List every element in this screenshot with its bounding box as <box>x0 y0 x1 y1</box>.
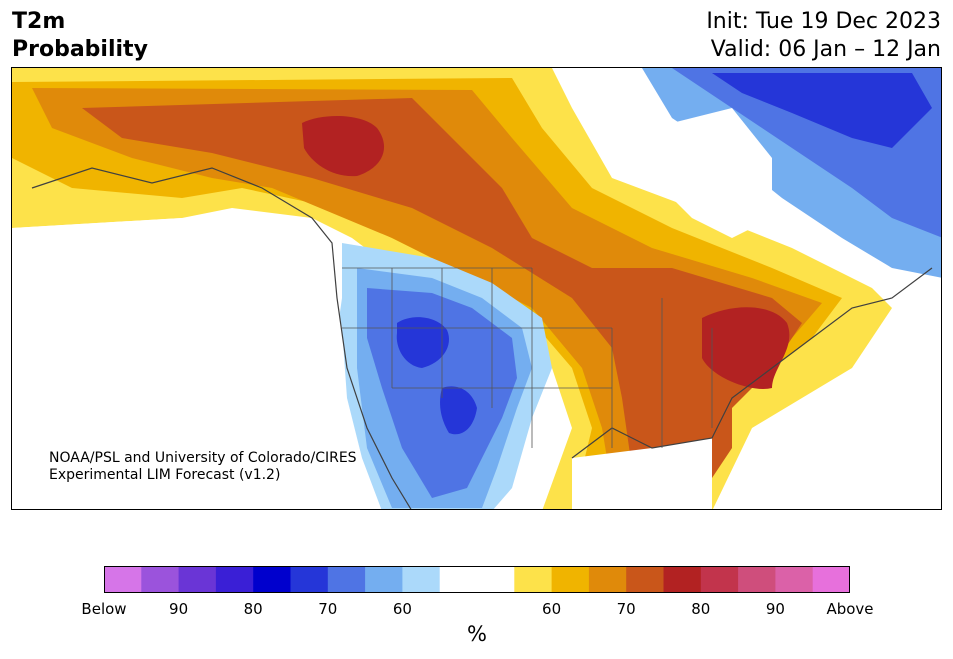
colorbar-swatches <box>104 566 851 593</box>
init-date: Init: Tue 19 Dec 2023 <box>706 9 941 34</box>
forecast-dates: Init: Tue 19 Dec 2023 Valid: 06 Jan – 12… <box>706 8 941 64</box>
colorbar-swatch <box>178 566 217 593</box>
colorbar-swatch <box>402 566 441 593</box>
colorbar-swatch <box>551 566 590 593</box>
colorbar-tick-label: 90 <box>765 600 785 618</box>
valid-date: Valid: 06 Jan – 12 Jan <box>710 37 941 62</box>
colorbar-tick-label: 80 <box>691 600 711 618</box>
colorbar-tick-label: Below <box>81 600 127 618</box>
colorbar-swatch <box>588 566 627 593</box>
credit-line-2: Experimental LIM Forecast (v1.2) <box>49 467 281 483</box>
credit-text: NOAA/PSL and University of Colorado/CIRE… <box>49 450 357 484</box>
colorbar-swatch <box>477 566 515 593</box>
colorbar-swatch <box>290 566 329 593</box>
state-borders <box>342 267 713 448</box>
pacific-ocean <box>12 218 382 509</box>
hudson-bay <box>652 108 772 238</box>
below-northeast-core <box>712 73 932 148</box>
colorbar-swatch <box>439 566 478 593</box>
colorbar-tick-label: 70 <box>616 600 636 618</box>
colorbar-tick-label: 60 <box>392 600 412 618</box>
colorbar-swatch <box>514 566 553 593</box>
colorbar-tick-label: 90 <box>169 600 189 618</box>
title-line-2: Probability <box>12 37 148 62</box>
above-darkorange-band <box>82 98 802 498</box>
coastline <box>31 167 933 509</box>
probability-map <box>12 68 941 509</box>
colorbar-swatch <box>812 566 851 593</box>
colorbar-swatch <box>738 566 776 593</box>
title-line-1: T2m <box>12 9 66 34</box>
above-red-core-east <box>702 307 790 389</box>
colorbar-tick-label: 80 <box>243 600 263 618</box>
colorbar-unit: % <box>467 622 487 646</box>
colorbar-swatch <box>327 566 366 593</box>
below-darkblue-core-1 <box>396 317 450 368</box>
colorbar-swatch <box>215 566 254 593</box>
colorbar-swatch <box>700 566 739 593</box>
colorbar-swatch <box>626 566 664 593</box>
colorbar-swatch <box>663 566 702 593</box>
above-red-core-west <box>302 116 385 177</box>
map-title: T2m Probability <box>12 8 148 64</box>
colorbar <box>104 566 851 593</box>
colorbar-tick-label: 70 <box>318 600 338 618</box>
colorbar-swatch <box>141 566 180 593</box>
colorbar-swatch <box>775 566 814 593</box>
colorbar-border <box>104 566 850 593</box>
colorbar-swatch <box>365 566 403 593</box>
map-panel: NOAA/PSL and University of Colorado/CIRE… <box>11 67 942 510</box>
colorbar-tick-label: Above <box>826 600 874 618</box>
colorbar-swatch <box>104 566 142 593</box>
credit-line-1: NOAA/PSL and University of Colorado/CIRE… <box>49 450 357 466</box>
colorbar-swatch <box>253 566 291 593</box>
below-darkblue-core-2 <box>440 386 477 435</box>
gulf-of-mexico <box>572 438 712 509</box>
colorbar-tick-label: 60 <box>542 600 562 618</box>
